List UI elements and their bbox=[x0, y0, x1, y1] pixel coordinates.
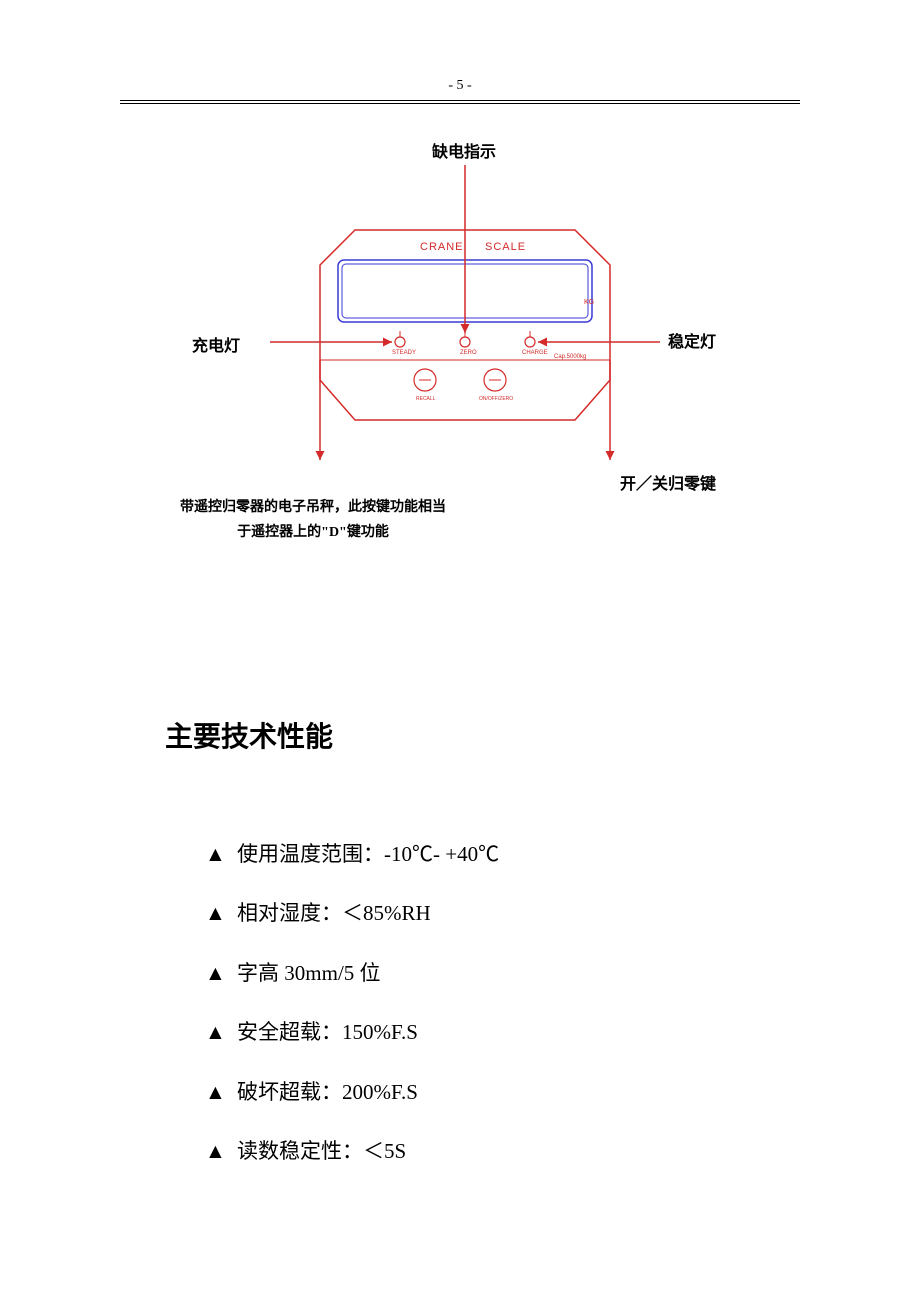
bullet-icon: ▲ bbox=[205, 1020, 226, 1044]
bullet-icon: ▲ bbox=[205, 1139, 226, 1163]
spec-item: ▲ 相对湿度：＜85%RH bbox=[205, 899, 499, 928]
spec-text: 读数稳定性：＜5S bbox=[237, 1139, 406, 1163]
led-zero bbox=[460, 337, 470, 347]
led-steady bbox=[395, 337, 405, 347]
button-recall-label: RECALL bbox=[416, 396, 436, 402]
ann-bottom-left-line2: 于遥控器上的"D"键功能 bbox=[180, 520, 446, 545]
led-charge-label: CHARGE bbox=[522, 350, 548, 356]
bullet-icon: ▲ bbox=[205, 1080, 226, 1104]
spec-text: 字高 30mm/5 位 bbox=[237, 961, 381, 985]
ann-top: 缺电指示 bbox=[432, 138, 496, 162]
spec-text: 使用温度范围：-10℃- +40℃ bbox=[237, 842, 499, 866]
spec-text: 安全超载：150%F.S bbox=[237, 1020, 418, 1044]
header-rule-bottom bbox=[120, 103, 800, 104]
section-title: 主要技术性能 bbox=[165, 715, 333, 755]
page-header: - 5 - bbox=[120, 78, 800, 104]
bullet-icon: ▲ bbox=[205, 842, 226, 866]
spec-list: ▲ 使用温度范围：-10℃- +40℃ ▲ 相对湿度：＜85%RH ▲ 字高 3… bbox=[205, 840, 499, 1196]
header-rule-top bbox=[120, 100, 800, 101]
cap-label: Cap.5000kg bbox=[554, 354, 586, 360]
spec-item: ▲ 破坏超载：200%F.S bbox=[205, 1078, 499, 1107]
bullet-icon: ▲ bbox=[205, 901, 226, 925]
led-steady-label: STEADY bbox=[392, 350, 416, 356]
led-charge bbox=[525, 337, 535, 347]
spec-text: 破坏超载：200%F.S bbox=[237, 1080, 418, 1104]
spec-text: 相对湿度：＜85%RH bbox=[237, 901, 431, 925]
crane-scale-diagram: KG CRANE SCALE STEADY ZERO CHARGE Cap.50… bbox=[120, 120, 800, 560]
display-kg-label: KG bbox=[584, 299, 594, 306]
ann-left: 充电灯 bbox=[192, 332, 240, 356]
ann-bottom-right: 开／关归零键 bbox=[620, 470, 716, 494]
button-onoff-label: ON/OFF/ZERO bbox=[479, 396, 513, 402]
spec-item: ▲ 字高 30mm/5 位 bbox=[205, 959, 499, 988]
bullet-icon: ▲ bbox=[205, 961, 226, 985]
spec-item: ▲ 安全超载：150%F.S bbox=[205, 1018, 499, 1047]
title-crane: CRANE bbox=[420, 241, 464, 253]
led-zero-label: ZERO bbox=[460, 350, 477, 356]
ann-bottom-left: 带遥控归零器的电子吊秤，此按键功能相当 于遥控器上的"D"键功能 bbox=[180, 495, 446, 545]
spec-item: ▲ 读数稳定性：＜5S bbox=[205, 1137, 499, 1166]
spec-item: ▲ 使用温度范围：-10℃- +40℃ bbox=[205, 840, 499, 869]
page-number: - 5 - bbox=[448, 78, 471, 93]
title-scale: SCALE bbox=[485, 241, 526, 253]
ann-right: 稳定灯 bbox=[668, 328, 716, 352]
ann-bottom-left-line1: 带遥控归零器的电子吊秤，此按键功能相当 bbox=[180, 495, 446, 520]
